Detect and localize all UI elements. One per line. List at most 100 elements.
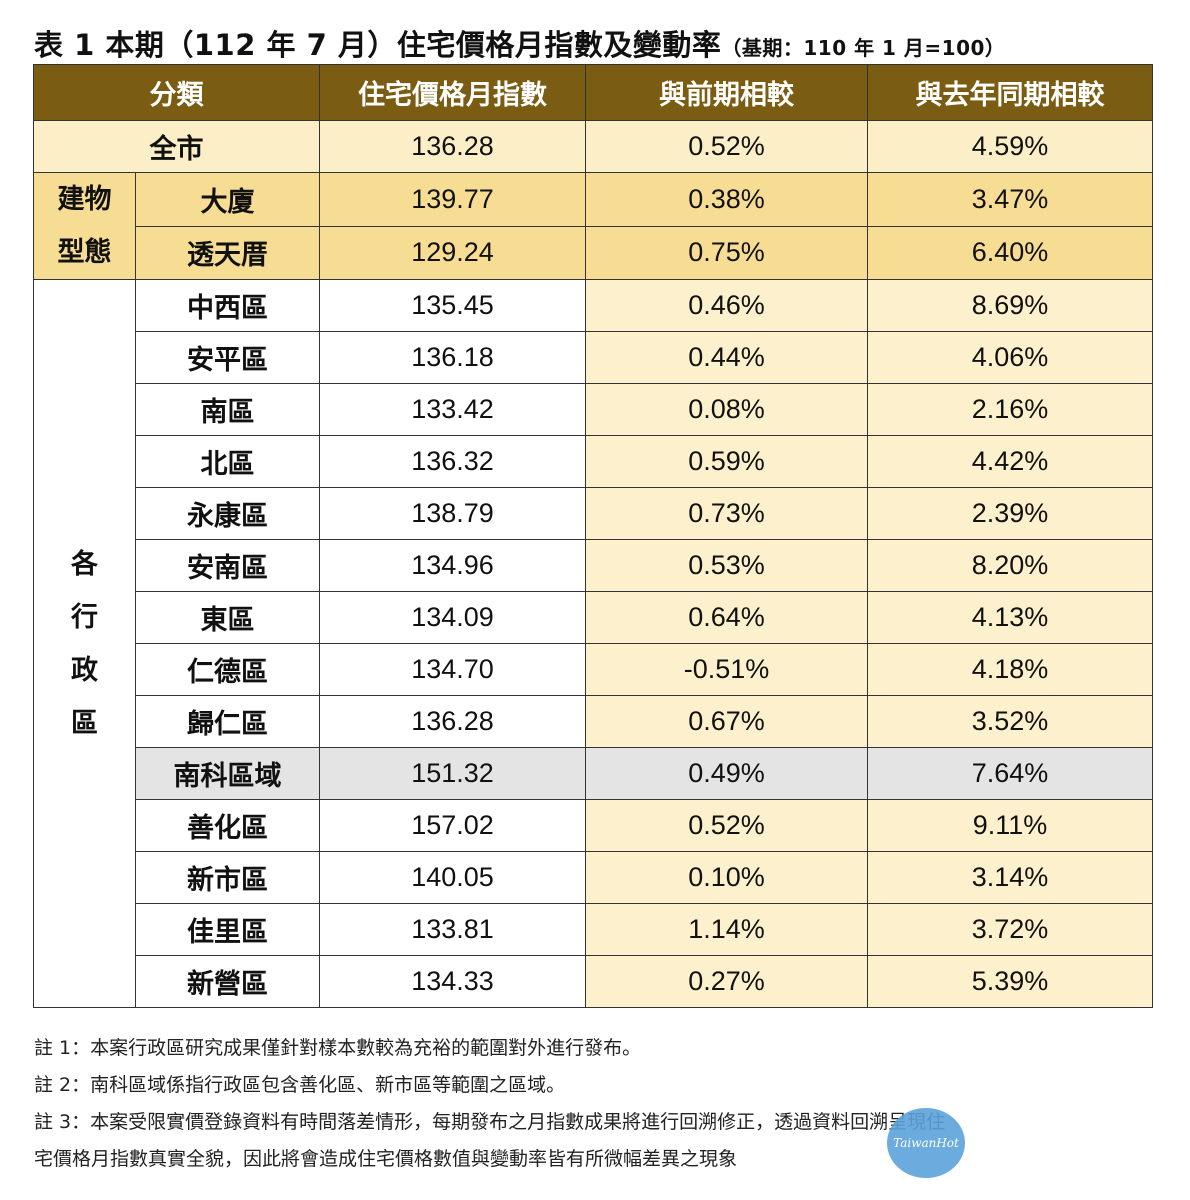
row-label: 東區 [135, 591, 320, 644]
table-row-district: 歸仁區 136.28 0.67% 3.52% [34, 695, 1153, 748]
row-label: 新營區 [135, 955, 320, 1008]
index-value: 138.79 [319, 487, 586, 540]
mom-value: 0.64% [585, 591, 868, 644]
yoy-value: 3.14% [867, 851, 1153, 904]
yoy-value: 8.20% [867, 539, 1153, 592]
table-row-district: 南科區域 151.32 0.49% 7.64% [34, 747, 1153, 800]
mom-value: 0.08% [585, 383, 868, 436]
table-row-district: 北區 136.32 0.59% 4.42% [34, 435, 1153, 488]
row-label: 佳里區 [135, 903, 320, 956]
row-label: 大廈 [135, 172, 320, 227]
footnote-1: 註 1：本案行政區研究成果僅針對樣本數較為充裕的範圍對外進行發布。 [34, 1037, 642, 1059]
footnote-3: 註 3：本案受限實價登錄資料有時間落差情形，每期發布之月指數成果將進行回溯修正，… [34, 1111, 946, 1133]
index-value: 139.77 [319, 172, 586, 227]
mom-value: 0.59% [585, 435, 868, 488]
table-row-building-type: 建物 型態 大廈 139.77 0.38% 3.47% [33, 172, 1153, 280]
mom-value: 0.46% [585, 279, 868, 332]
mom-value: 0.52% [585, 120, 868, 173]
row-label: 南區 [135, 383, 320, 436]
yoy-value: 8.69% [867, 279, 1153, 332]
mom-value: 0.75% [585, 225, 868, 280]
table-row-district: 各 行 政 區中西區 135.45 0.46% 8.69% [33, 279, 1153, 1008]
yoy-value: 4.59% [867, 120, 1153, 173]
index-value: 133.42 [319, 383, 586, 436]
yoy-value: 7.64% [867, 747, 1153, 800]
table-row-district: 南區 133.42 0.08% 2.16% [34, 383, 1153, 436]
yoy-value: 4.18% [867, 643, 1153, 696]
index-value: 134.70 [319, 643, 586, 696]
index-value: 136.28 [319, 695, 586, 748]
index-value: 157.02 [319, 799, 586, 852]
mom-value: -0.51% [585, 643, 868, 696]
mom-value: 0.44% [585, 331, 868, 384]
index-value: 136.18 [319, 331, 586, 384]
header-yoy: 與去年同期相較 [867, 64, 1153, 121]
table-row-district: 新營區 134.33 0.27% 5.39% [34, 955, 1153, 1008]
index-value: 134.96 [319, 539, 586, 592]
mom-value: 0.10% [585, 851, 868, 904]
table-row-district: 仁德區 134.70 -0.51% 4.18% [34, 643, 1153, 696]
yoy-value: 3.47% [867, 172, 1153, 227]
row-label: 永康區 [135, 487, 320, 540]
mom-value: 1.14% [585, 903, 868, 956]
mom-value: 0.49% [585, 747, 868, 800]
index-value: 136.28 [319, 120, 586, 173]
header-index: 住宅價格月指數 [319, 64, 586, 121]
mom-value: 0.52% [585, 799, 868, 852]
row-label: 透天厝 [135, 225, 320, 280]
index-value: 133.81 [319, 903, 586, 956]
mom-value: 0.53% [585, 539, 868, 592]
row-label: 新市區 [135, 851, 320, 904]
index-value: 140.05 [319, 851, 586, 904]
table-row-district: 佳里區 133.81 1.14% 3.72% [34, 903, 1153, 956]
table-row-building-type: 透天厝 129.24 0.75% 6.40% [34, 225, 1153, 280]
mom-value: 0.27% [585, 955, 868, 1008]
row-label: 善化區 [135, 799, 320, 852]
yoy-value: 4.06% [867, 331, 1153, 384]
index-value: 135.45 [319, 279, 586, 332]
yoy-value: 3.72% [867, 903, 1153, 956]
table-row-district: 安南區 134.96 0.53% 8.20% [34, 539, 1153, 592]
title-base-period: （基期：110 年 1 月=100） [721, 36, 1006, 60]
table-row-district: 安平區 136.18 0.44% 4.06% [34, 331, 1153, 384]
index-value: 129.24 [319, 225, 586, 280]
yoy-value: 2.39% [867, 487, 1153, 540]
row-label: 北區 [135, 435, 320, 488]
index-value: 134.33 [319, 955, 586, 1008]
table-row-district: 永康區 138.79 0.73% 2.39% [34, 487, 1153, 540]
yoy-value: 4.13% [867, 591, 1153, 644]
mom-value: 0.38% [585, 172, 868, 227]
row-label: 中西區 [135, 279, 320, 332]
footnote-3-cont: 宅價格月指數真實全貌，因此將會造成住宅價格數值與變動率皆有所微幅差異之現象 [34, 1148, 738, 1170]
table-row-district: 善化區 157.02 0.52% 9.11% [34, 799, 1153, 852]
index-value: 134.09 [319, 591, 586, 644]
housing-price-index-table: 分類 住宅價格月指數 與前期相較 與去年同期相較 全市 136.28 0.52% 4.… [33, 64, 1153, 1008]
building-type-group-label: 建物 型態 [33, 172, 136, 280]
header-row: 分類 住宅價格月指數 與前期相較 與去年同期相較 [33, 64, 1153, 121]
mom-value: 0.67% [585, 695, 868, 748]
yoy-value: 6.40% [867, 225, 1153, 280]
yoy-value: 5.39% [867, 955, 1153, 1008]
row-label: 歸仁區 [135, 695, 320, 748]
row-label: 南科區域 [135, 747, 320, 800]
yoy-value: 4.42% [867, 435, 1153, 488]
table-row-district: 新市區 140.05 0.10% 3.14% [34, 851, 1153, 904]
header-category: 分類 [33, 64, 320, 121]
row-label: 安平區 [135, 331, 320, 384]
table-title: 表 1 本期（112 年 7 月）住宅價格月指數及變動率（基期：110 年 1 … [34, 22, 1005, 64]
taiwanhot-watermark-logo: TaiwanHot [887, 1108, 965, 1178]
table-row-city: 全市 136.28 0.52% 4.59% [33, 120, 1153, 173]
district-group-label: 各 行 政 區 [33, 279, 136, 1008]
header-mom: 與前期相較 [585, 64, 868, 121]
index-value: 136.32 [319, 435, 586, 488]
footnotes: 註 1：本案行政區研究成果僅針對樣本數較為充裕的範圍對外進行發布。 註 2：南科… [34, 1030, 1154, 1178]
row-label: 全市 [33, 120, 320, 173]
yoy-value: 9.11% [867, 799, 1153, 852]
yoy-value: 3.52% [867, 695, 1153, 748]
row-label: 仁德區 [135, 643, 320, 696]
mom-value: 0.73% [585, 487, 868, 540]
row-label: 安南區 [135, 539, 320, 592]
index-value: 151.32 [319, 747, 586, 800]
title-main: 表 1 本期（112 年 7 月）住宅價格月指數及變動率 [34, 28, 722, 62]
yoy-value: 2.16% [867, 383, 1153, 436]
